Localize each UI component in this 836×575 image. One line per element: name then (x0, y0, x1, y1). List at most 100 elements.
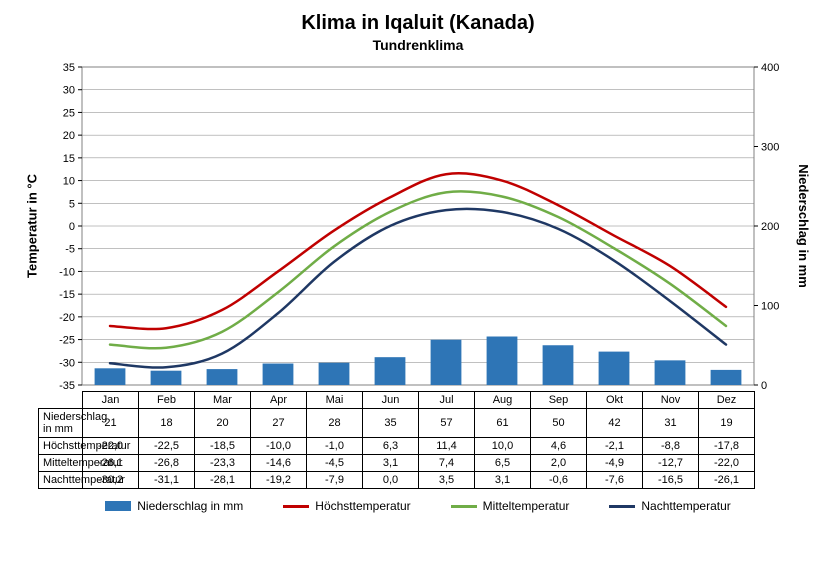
table-cell: -31,1 (139, 472, 195, 489)
table-cell: -1,0 (307, 438, 363, 455)
table-cell: -19,2 (251, 472, 307, 489)
table-cell: 28 (307, 409, 363, 438)
table-cell: -22,0 (699, 455, 755, 472)
svg-text:-20: -20 (59, 312, 75, 324)
table-row-header: Niederschlag in mm (39, 409, 83, 438)
table-month-header: Jun (363, 392, 419, 409)
table-month-header: Okt (587, 392, 643, 409)
legend-item-nacht: Nachttemperatur (609, 499, 730, 513)
table-row-header: Mitteltemperatur (39, 455, 83, 472)
table-cell: 61 (475, 409, 531, 438)
svg-text:400: 400 (761, 62, 779, 74)
bar-swatch-icon (105, 501, 131, 511)
table-cell: 19 (699, 409, 755, 438)
legend-label: Niederschlag in mm (137, 499, 243, 513)
table-month-header: Feb (139, 392, 195, 409)
table-cell: -2,1 (587, 438, 643, 455)
table-cell: 11,4 (419, 438, 475, 455)
table-cell: -17,8 (699, 438, 755, 455)
svg-text:5: 5 (69, 198, 75, 210)
svg-text:100: 100 (761, 301, 779, 313)
svg-text:25: 25 (63, 107, 75, 119)
plot-svg: -35 -30 -25 -20 -15 -10 -5 0 5 10 15 20 25 30 35 0 100 20… (38, 61, 798, 391)
table-cell: 7,4 (419, 455, 475, 472)
legend-label: Höchsttemperatur (315, 499, 410, 513)
table-cell: -26,8 (139, 455, 195, 472)
table-cell: -10,0 (251, 438, 307, 455)
svg-text:0: 0 (761, 380, 767, 391)
svg-text:-10: -10 (59, 266, 75, 278)
table-cell: -7,6 (587, 472, 643, 489)
data-table: JanFebMarAprMaiJunJulAugSepOktNovDezNied… (38, 391, 755, 489)
table-cell: -7,9 (307, 472, 363, 489)
svg-text:30: 30 (63, 85, 75, 97)
table-cell: 3,5 (419, 472, 475, 489)
table-cell: 3,1 (475, 472, 531, 489)
table-cell: -16,5 (643, 472, 699, 489)
table-cell: -22,5 (139, 438, 195, 455)
table-month-header: Jul (419, 392, 475, 409)
line-swatch-icon (451, 505, 477, 508)
table-month-header: Jan (83, 392, 139, 409)
y-axis-left-label: Temperatur in °C (25, 174, 40, 278)
svg-text:-5: -5 (65, 244, 75, 256)
table-cell: 50 (531, 409, 587, 438)
table-cell: 6,5 (475, 455, 531, 472)
plot-area: Temperatur in °C Niederschlag in mm -35-… (38, 61, 798, 391)
climate-chart: Klima in Iqaluit (Kanada) Tundrenklima T… (0, 0, 836, 575)
svg-text:20: 20 (63, 130, 75, 142)
svg-text:300: 300 (761, 142, 779, 154)
table-corner (39, 392, 83, 409)
svg-text:35: 35 (63, 62, 75, 74)
table-cell: -4,5 (307, 455, 363, 472)
table-cell: 10,0 (475, 438, 531, 455)
legend-item-hoechst: Höchsttemperatur (283, 499, 410, 513)
table-cell: 4,6 (531, 438, 587, 455)
table-cell: 31 (643, 409, 699, 438)
table-row-header: Nachttemperatur (39, 472, 83, 489)
table-month-header: Nov (643, 392, 699, 409)
table-cell: -18,5 (195, 438, 251, 455)
svg-text:-35: -35 (59, 380, 75, 391)
table-month-header: Dez (699, 392, 755, 409)
table-cell: -28,1 (195, 472, 251, 489)
svg-text:200: 200 (761, 221, 779, 233)
line-swatch-icon (609, 505, 635, 508)
table-cell: 27 (251, 409, 307, 438)
table-cell: 3,1 (363, 455, 419, 472)
legend-item-mittel: Mitteltemperatur (451, 499, 570, 513)
table-month-header: Aug (475, 392, 531, 409)
table-row-header: Höchsttemperatur (39, 438, 83, 455)
y-axis-right-label: Niederschlag in mm (797, 164, 812, 288)
table-cell: 0,0 (363, 472, 419, 489)
svg-text:-30: -30 (59, 357, 75, 369)
svg-text:-25: -25 (59, 335, 75, 347)
table-cell: -4,9 (587, 455, 643, 472)
table-cell: -8,8 (643, 438, 699, 455)
legend-label: Nachttemperatur (641, 499, 730, 513)
table-cell: 18 (139, 409, 195, 438)
table-cell: -23,3 (195, 455, 251, 472)
table-cell: 20 (195, 409, 251, 438)
table-cell: 57 (419, 409, 475, 438)
data-table-holder: JanFebMarAprMaiJunJulAugSepOktNovDezNied… (38, 391, 798, 489)
chart-subtitle: Tundrenklima (20, 37, 816, 53)
legend: Niederschlag in mm Höchsttemperatur Mitt… (20, 499, 816, 513)
table-cell: 6,3 (363, 438, 419, 455)
svg-text:0: 0 (69, 221, 75, 233)
legend-label: Mitteltemperatur (483, 499, 570, 513)
table-cell: -12,7 (643, 455, 699, 472)
table-month-header: Sep (531, 392, 587, 409)
table-cell: -14,6 (251, 455, 307, 472)
table-month-header: Apr (251, 392, 307, 409)
svg-text:10: 10 (63, 176, 75, 188)
table-cell: 35 (363, 409, 419, 438)
table-month-header: Mai (307, 392, 363, 409)
chart-title: Klima in Iqaluit (Kanada) (20, 12, 816, 35)
line-swatch-icon (283, 505, 309, 508)
table-cell: 42 (587, 409, 643, 438)
svg-text:15: 15 (63, 153, 75, 165)
legend-item-niederschlag: Niederschlag in mm (105, 499, 243, 513)
table-cell: 2,0 (531, 455, 587, 472)
svg-text:-15: -15 (59, 289, 75, 301)
